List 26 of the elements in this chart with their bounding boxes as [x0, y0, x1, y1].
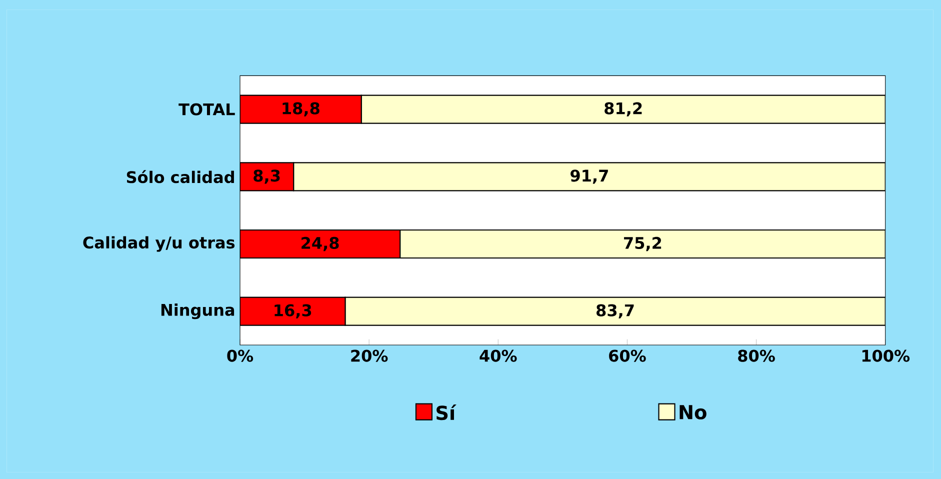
- y-tick-label: Sólo calidad: [126, 170, 234, 184]
- data-label: 75,2: [624, 236, 662, 252]
- legend-label: No: [680, 405, 706, 420]
- data-label: 8,3: [254, 170, 280, 184]
- x-tick-label: 80%: [738, 350, 775, 362]
- data-label: 91,7: [570, 170, 608, 184]
- y-tick-label: Calidad y/u otras: [83, 236, 235, 252]
- y-tick-label: TOTAL: [178, 103, 235, 116]
- legend-label: Sí: [436, 404, 456, 420]
- data-label: 24,8: [302, 236, 339, 252]
- bar: [344, 296, 886, 326]
- data-label: 16,3: [274, 304, 312, 318]
- bar: [400, 229, 886, 259]
- bar: [293, 162, 886, 192]
- x-tick-label: 20%: [351, 350, 388, 362]
- y-tick-label: Ninguna: [161, 304, 234, 320]
- bar: [240, 229, 401, 259]
- bar: [240, 94, 362, 124]
- x-tick-label: 60%: [609, 350, 646, 362]
- x-tick-label: 0%: [227, 350, 254, 362]
- x-tick-label: 100%: [862, 350, 910, 362]
- bar: [360, 94, 886, 124]
- data-label: 18,8: [282, 102, 320, 116]
- data-label: 81,2: [604, 102, 642, 116]
- data-label: 83,7: [596, 304, 634, 318]
- x-tick-label: 40%: [480, 350, 517, 362]
